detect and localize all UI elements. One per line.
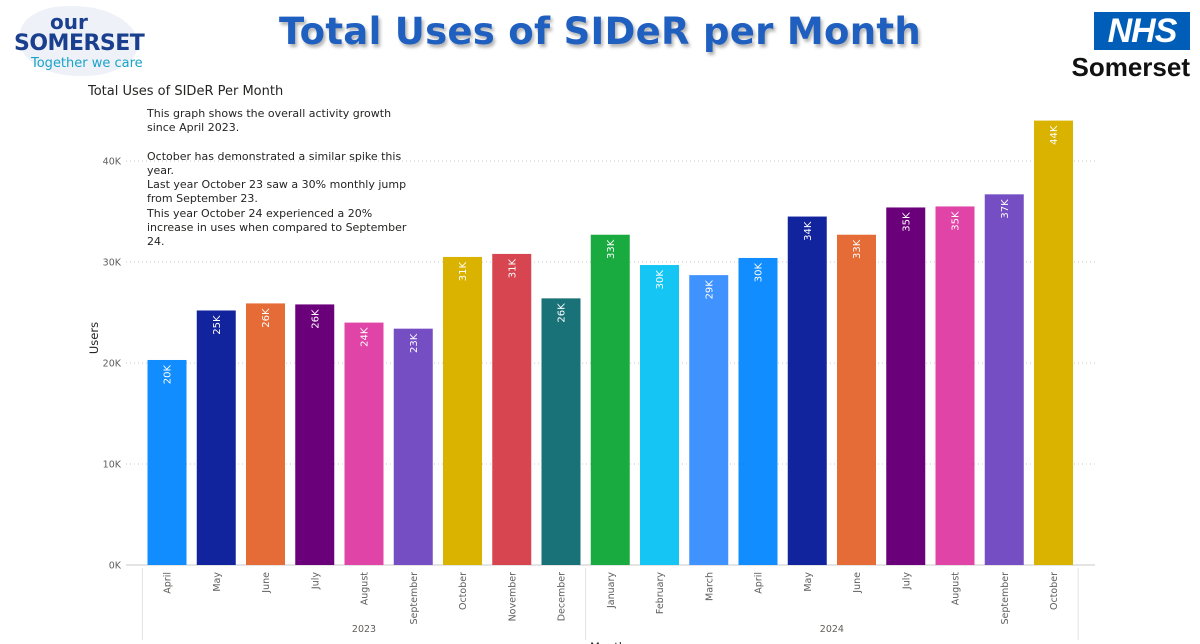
x-group-label: 2024 <box>820 624 844 635</box>
bar-data-label: 31K <box>507 258 518 278</box>
bar-data-label: 33K <box>606 239 617 259</box>
bar <box>443 256 482 565</box>
bar <box>886 207 926 565</box>
bar <box>295 304 335 565</box>
x-tick-label: January <box>606 572 617 609</box>
annotation-line-3: Last year October 23 saw a 30% monthly j… <box>147 178 407 206</box>
x-tick-label: November <box>507 572 518 622</box>
bar-data-label: 37K <box>1000 199 1011 219</box>
bar <box>689 275 729 565</box>
x-tick-label: February <box>655 572 666 614</box>
bar-data-label: 35K <box>901 212 912 232</box>
bar-data-label: 33K <box>852 239 863 259</box>
bar-data-label: 25K <box>212 315 223 335</box>
x-tick-label: September <box>409 572 420 625</box>
bar-data-label: 31K <box>458 262 469 282</box>
x-tick-label: June <box>852 572 863 594</box>
bar-data-label: 30K <box>655 270 666 290</box>
slide-title: Total Uses of SIDeR per Month <box>278 10 922 53</box>
bar <box>541 298 581 565</box>
bar <box>147 359 187 565</box>
nhs-org-name: Somerset <box>1071 52 1191 82</box>
annotation-line-2: October has demonstrated a similar spike… <box>147 149 402 177</box>
logo-our-text: our <box>50 10 88 34</box>
bar-data-label: 24K <box>360 327 371 347</box>
bar-data-label: 26K <box>310 309 321 329</box>
bar <box>590 234 630 566</box>
annotation-line-4: This year October 24 experienced a 20% i… <box>147 206 407 249</box>
bar <box>837 234 876 566</box>
bar <box>246 303 285 565</box>
x-tick-label: May <box>803 572 814 592</box>
bar-data-label: 20K <box>163 365 174 385</box>
y-tick-label: 30K <box>103 258 122 269</box>
bar <box>787 216 827 566</box>
logo-tagline: Together we care <box>31 56 143 71</box>
y-tick-label: 40K <box>103 157 122 168</box>
annotation-line-1: This graph shows the overall activity gr… <box>147 107 392 135</box>
bar-data-label: 44K <box>1049 125 1060 145</box>
bar-data-label: 26K <box>261 308 272 328</box>
bar <box>935 206 975 565</box>
visual-title: Total Uses of SIDeR Per Month <box>88 84 284 99</box>
nhs-badge: NHS <box>1094 12 1190 50</box>
x-tick-label: October <box>1049 572 1060 610</box>
bar-data-label: 30K <box>754 263 765 283</box>
x-tick-label: April <box>163 572 174 594</box>
x-tick-label: July <box>901 572 912 590</box>
y-axis-label: Users <box>87 322 101 354</box>
x-tick-label: October <box>458 572 469 610</box>
bar <box>738 257 778 565</box>
bar <box>984 194 1024 565</box>
bar-data-label: 34K <box>803 221 814 241</box>
nhs-somerset-logo: NHS Somerset <box>1066 12 1190 84</box>
x-tick-label: September <box>1000 572 1011 625</box>
x-tick-label: July <box>310 572 321 590</box>
bar <box>640 265 679 565</box>
x-tick-label: December <box>557 572 568 621</box>
bar <box>393 328 433 565</box>
x-tick-label: May <box>212 572 223 592</box>
bar-data-label: 23K <box>409 333 420 353</box>
bar-data-label: 29K <box>704 280 715 300</box>
x-tick-label: June <box>261 572 272 594</box>
our-somerset-logo: our SOMERSET Together we care <box>0 0 150 100</box>
x-tick-label: August <box>360 572 371 606</box>
bar <box>492 253 532 566</box>
bar <box>344 322 384 565</box>
y-tick-label: 20K <box>103 359 122 370</box>
chart-annotation: This graph shows the overall activity gr… <box>147 107 407 250</box>
x-group-label: 2023 <box>352 624 376 635</box>
x-axis-label: Month <box>590 640 626 644</box>
y-tick-label: 10K <box>103 460 122 471</box>
bar-data-label: 35K <box>951 211 962 231</box>
somerset-map-shape <box>20 6 138 76</box>
logo-somerset-text: SOMERSET <box>14 31 145 56</box>
x-tick-label: April <box>754 572 765 594</box>
bar <box>196 310 236 565</box>
y-tick-label: 0K <box>109 561 122 572</box>
bar <box>1034 120 1073 565</box>
bar-data-label: 26K <box>557 303 568 323</box>
x-tick-label: March <box>704 572 715 601</box>
x-tick-label: August <box>951 572 962 606</box>
